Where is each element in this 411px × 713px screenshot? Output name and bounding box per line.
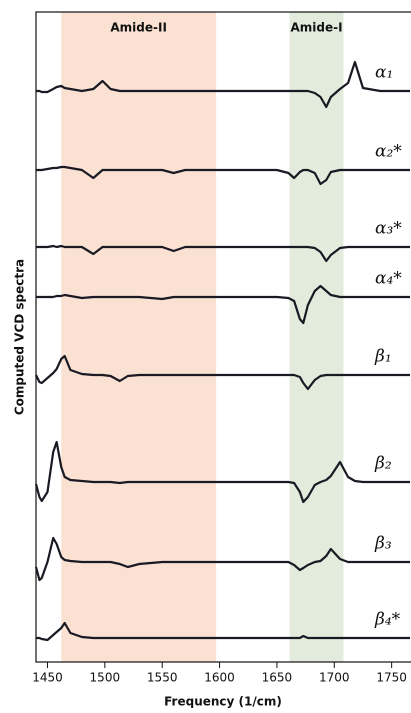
x-tick-label: 1600 — [204, 671, 235, 685]
x-tick-label: 1550 — [147, 671, 178, 685]
band — [289, 12, 344, 662]
series-label: α₄* — [375, 269, 402, 289]
x-tick-label: 1450 — [32, 671, 63, 685]
band-label: Amide-II — [110, 21, 167, 35]
spectrum-line — [34, 440, 410, 504]
series-label: β₃ — [374, 534, 392, 554]
series-label: α₂* — [375, 142, 402, 162]
y-axis-label: Computed VCD spectra — [13, 259, 27, 415]
band-label: Amide-I — [290, 21, 342, 35]
spectrum-line — [35, 354, 410, 391]
series-label: α₁ — [375, 63, 393, 83]
series-label: α₃* — [375, 219, 402, 239]
plot-frame — [35, 11, 411, 663]
spectrum-line — [34, 536, 410, 582]
series-label: β₄* — [374, 610, 401, 630]
spectrum-line — [36, 244, 410, 263]
series-label: β₂ — [374, 454, 392, 474]
spectrum-line — [36, 621, 410, 642]
x-tick-label: 1700 — [319, 671, 350, 685]
spectrum-line — [36, 284, 410, 325]
x-tick-label: 1750 — [376, 671, 407, 685]
series-label: β₁ — [374, 347, 392, 367]
spectrum-line — [36, 60, 410, 109]
band — [61, 12, 217, 662]
x-axis-label: Frequency (1/cm) — [164, 695, 282, 709]
x-tick-label: 1500 — [90, 671, 121, 685]
spectrum-line — [36, 165, 410, 186]
x-tick-label: 1650 — [262, 671, 293, 685]
